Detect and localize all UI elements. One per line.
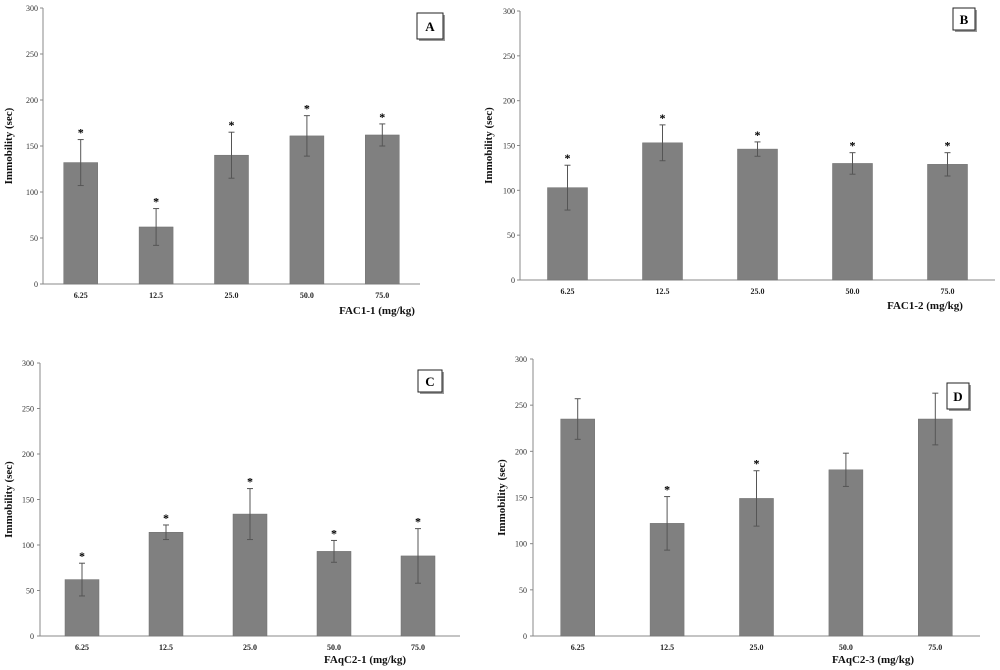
chart-d-y-tick-label: 300 <box>515 355 527 364</box>
chart-c-y-tick-label: 200 <box>22 450 34 459</box>
chart-a-y-axis-title: Immobility (sec) <box>3 107 15 184</box>
chart-a-bar <box>365 134 400 285</box>
chart-a-y-tick-label: 0 <box>34 280 38 289</box>
chart-b-y-tick-label: 200 <box>503 97 515 106</box>
chart-a-y-tick-label: 50 <box>30 234 38 243</box>
chart-a-x-tick-label: 50.0 <box>300 291 314 300</box>
chart-c-y-tick-label: 300 <box>22 359 34 368</box>
chart-a-bar <box>289 135 325 285</box>
chart-d-panel: 0 50 100 150 200 250 300 6.25 * 12.5 * 25.0 50.0 75.0… <box>496 355 980 666</box>
chart-b-significance-marker: * <box>660 111 666 125</box>
chart-d-x-axis-title: FAqC2-3 (mg/kg) <box>832 654 914 666</box>
chart-b-x-tick-label: 6.25 <box>561 287 575 296</box>
chart-b-panel-label-box <box>952 7 976 31</box>
chart-b-significance-marker: * <box>565 151 571 165</box>
chart-c-bar <box>148 532 184 637</box>
chart-b-y-axis-title: Immobility (sec) <box>483 107 495 184</box>
chart-b-y-tick-label: 100 <box>503 186 515 195</box>
chart-c-bar <box>316 551 352 637</box>
chart-b-bar <box>832 163 873 281</box>
chart-b-y-tick-label: 250 <box>503 52 515 61</box>
chart-a-significance-marker: * <box>304 102 310 116</box>
chart-d-bar <box>560 418 595 637</box>
chart-d-x-tick-label: 25.0 <box>750 643 764 652</box>
chart-c-y-axis-title: Immobility (sec) <box>3 461 15 538</box>
chart-c-significance-marker: * <box>79 549 85 563</box>
chart-a-significance-marker: * <box>153 195 159 209</box>
chart-b-bar <box>927 164 968 281</box>
chart-a-panel: 0 50 100 150 200 250 300 * 6.25 * 12.5 * 25.0 * 50.0 * 7… <box>3 4 445 317</box>
chart-d-bar <box>918 418 953 637</box>
chart-a-significance-marker: * <box>78 126 84 140</box>
chart-c-x-tick-label: 75.0 <box>411 643 425 652</box>
chart-a-x-tick-label: 12.5 <box>149 291 163 300</box>
chart-d-y-tick-label: 0 <box>523 632 527 641</box>
chart-c-panel-label: C <box>425 374 434 389</box>
chart-d-bar <box>828 469 864 637</box>
chart-c-x-tick-label: 12.5 <box>159 643 173 652</box>
chart-d-y-tick-label: 100 <box>515 540 527 549</box>
chart-d-significance-marker: * <box>664 483 670 497</box>
chart-b-x-tick-label: 75.0 <box>941 287 955 296</box>
chart-c-y-tick-label: 150 <box>22 496 34 505</box>
chart-d-x-tick-label: 6.25 <box>571 643 585 652</box>
chart-b-y-tick-label: 50 <box>507 231 515 240</box>
chart-c-y-tick-label: 100 <box>22 541 34 550</box>
chart-b-y-tick-label: 300 <box>503 7 515 16</box>
chart-c-panel-label-box <box>417 369 443 393</box>
chart-c-significance-marker: * <box>415 515 421 529</box>
chart-a-panel-label: A <box>425 19 435 34</box>
chart-c-x-tick-label: 6.25 <box>75 643 89 652</box>
chart-d-y-tick-label: 50 <box>519 586 527 595</box>
chart-d-y-tick-label: 250 <box>515 401 527 410</box>
chart-a-x-tick-label: 25.0 <box>225 291 239 300</box>
chart-b-y-tick-label: 0 <box>511 276 515 285</box>
chart-b-x-axis-title: FAC1-2 (mg/kg) <box>887 300 963 312</box>
chart-b-x-tick-label: 50.0 <box>846 287 860 296</box>
chart-d-x-tick-label: 75.0 <box>928 643 942 652</box>
chart-a-y-tick-label: 250 <box>26 50 38 59</box>
chart-a-significance-marker: * <box>229 118 235 132</box>
chart-b-bar <box>642 142 683 281</box>
chart-a-x-axis-title: FAC1-1 (mg/kg) <box>339 305 415 317</box>
chart-b-bar <box>737 148 778 281</box>
chart-c-y-tick-label: 50 <box>26 587 34 596</box>
chart-a-y-tick-label: 150 <box>26 142 38 151</box>
chart-c-significance-marker: * <box>163 511 169 525</box>
chart-d-panel-label: D <box>953 389 962 404</box>
chart-b-panel-label: B <box>960 12 969 27</box>
chart-a-x-tick-label: 75.0 <box>375 291 389 300</box>
chart-a-panel-label-box <box>416 12 444 40</box>
chart-a-x-tick-label: 6.25 <box>74 291 88 300</box>
chart-a-y-tick-label: 200 <box>26 96 38 105</box>
chart-d-panel-label-box <box>946 382 970 410</box>
chart-a-y-tick-label: 300 <box>26 4 38 13</box>
chart-c-x-tick-label: 50.0 <box>327 643 341 652</box>
chart-b-significance-marker: * <box>945 139 951 153</box>
chart-d-y-tick-label: 200 <box>515 447 527 456</box>
chart-b-y-tick-label: 150 <box>503 142 515 151</box>
chart-c-panel: 0 50 100 150 200 250 300 * 6.25 * 12.5 * 25.0 * 50.0 * 7… <box>3 359 460 666</box>
chart-b-significance-marker: * <box>850 139 856 153</box>
chart-a-significance-marker: * <box>379 110 385 124</box>
chart-b-significance-marker: * <box>755 128 761 142</box>
chart-d-x-tick-label: 50.0 <box>839 643 853 652</box>
chart-d-y-tick-label: 150 <box>515 494 527 503</box>
chart-c-significance-marker: * <box>331 526 337 540</box>
chart-c-significance-marker: * <box>247 475 253 489</box>
chart-b-x-tick-label: 12.5 <box>656 287 670 296</box>
chart-d-x-tick-label: 12.5 <box>660 643 674 652</box>
chart-d-y-axis-title: Immobility (sec) <box>496 459 508 536</box>
chart-d-significance-marker: * <box>754 457 760 471</box>
chart-c-y-tick-label: 250 <box>22 405 34 414</box>
chart-c-x-axis-title: FAqC2-1 (mg/kg) <box>324 654 406 666</box>
chart-b-panel: 0 50 100 150 200 250 300 * 6.25 * 12.5 * 25.0 * 50.0 * 7… <box>483 7 995 312</box>
chart-b-x-tick-label: 25.0 <box>751 287 765 296</box>
chart-c-x-tick-label: 25.0 <box>243 643 257 652</box>
chart-a-y-tick-label: 100 <box>26 188 38 197</box>
chart-c-y-tick-label: 0 <box>30 632 34 641</box>
